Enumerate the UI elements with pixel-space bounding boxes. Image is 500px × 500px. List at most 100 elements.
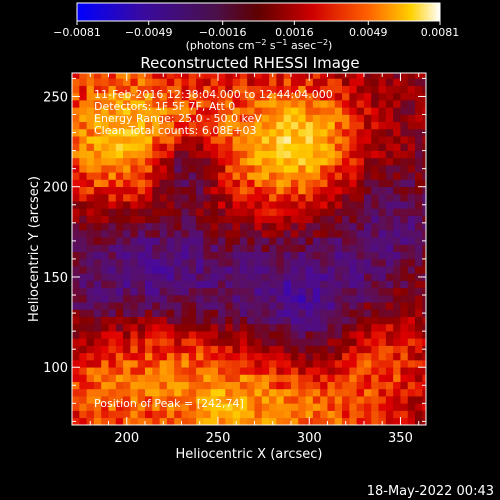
- heatmap-cell: [152, 417, 160, 426]
- heatmap-cell: [196, 338, 204, 346]
- heatmap-cell: [393, 410, 401, 419]
- heatmap-cell: [261, 302, 270, 310]
- heatmap-cell: [130, 186, 138, 195]
- heatmap-cell: [378, 360, 387, 368]
- heatmap-cell: [86, 186, 95, 195]
- heatmap-cell: [298, 396, 306, 404]
- heatmap-cell: [174, 157, 182, 166]
- heatmap-cell: [400, 309, 409, 317]
- heatmap-cell: [378, 410, 387, 419]
- heatmap-cell: [385, 360, 394, 368]
- heatmap-cell: [86, 222, 95, 231]
- heatmap-cell: [298, 381, 306, 390]
- heatmap-cell: [290, 388, 299, 397]
- heatmap-cell: [290, 237, 299, 245]
- heatmap-cell: [385, 251, 394, 260]
- heatmap-cell: [188, 258, 197, 267]
- heatmap-cell: [79, 201, 87, 209]
- heatmap-cell: [196, 367, 204, 375]
- heatmap-cell: [276, 230, 284, 238]
- heatmap-cell: [86, 150, 95, 159]
- heatmap-cell: [363, 201, 372, 209]
- heatmap-cell: [349, 193, 357, 202]
- heatmap-cell: [334, 157, 343, 166]
- heatmap-cell: [152, 258, 160, 267]
- heatmap-cell: [72, 230, 80, 238]
- heatmap-cell: [342, 352, 350, 361]
- heatmap-cell: [422, 316, 427, 325]
- heatmap-cell: [400, 403, 409, 411]
- heatmap-cell: [137, 78, 146, 86]
- heatmap-cell: [181, 323, 190, 332]
- heatmap-cell: [166, 143, 175, 151]
- heatmap-cell: [79, 237, 87, 245]
- heatmap-cell: [144, 323, 153, 332]
- heatmap-cell: [181, 410, 190, 419]
- heatmap-cell: [144, 266, 153, 274]
- heatmap-cell: [232, 302, 241, 310]
- heatmap-cell: [422, 280, 427, 289]
- heatmap-cell: [305, 150, 314, 159]
- heatmap-cell: [342, 410, 350, 419]
- heatmap-cell: [422, 302, 427, 310]
- heatmap-cell: [166, 273, 175, 281]
- axis-ticks: [72, 73, 426, 425]
- heatmap-cell: [188, 92, 197, 101]
- heatmap-cell: [422, 338, 427, 346]
- heatmap-cell: [174, 150, 182, 159]
- heatmap-cell: [79, 280, 87, 289]
- heatmap-cell: [378, 165, 387, 173]
- heatmap-cell: [108, 323, 117, 332]
- heatmap-cell: [407, 417, 416, 426]
- heatmap-cell: [188, 309, 197, 317]
- heatmap-cell: [290, 73, 299, 79]
- heatmap-cell: [385, 295, 394, 303]
- heatmap-cell: [232, 251, 241, 260]
- heatmap-cell: [312, 360, 321, 368]
- heatmap-cell: [422, 157, 427, 166]
- heatmap-cell: [378, 193, 387, 202]
- heatmap-cell: [385, 143, 394, 151]
- heatmap-cell: [371, 230, 379, 238]
- heatmap-cell: [371, 85, 379, 94]
- heatmap-cell: [407, 150, 416, 159]
- heatmap-cell: [174, 73, 182, 79]
- heatmap-cell: [342, 374, 350, 382]
- heatmap-cell: [283, 73, 292, 79]
- heatmap-cell: [254, 374, 263, 382]
- heatmap-cell: [349, 244, 357, 253]
- heatmap-cell: [152, 179, 160, 188]
- heatmap-cell: [166, 331, 175, 339]
- heatmap-cell: [298, 258, 306, 267]
- heatmap-cell: [108, 92, 117, 101]
- heatmap-cell: [261, 78, 270, 86]
- heatmap-cell: [334, 150, 343, 159]
- heatmap-cell: [415, 403, 423, 411]
- heatmap-cell: [123, 222, 131, 231]
- heatmap-cell: [415, 367, 423, 375]
- heatmap-cell: [115, 302, 124, 310]
- heatmap-cell: [101, 360, 109, 368]
- heatmap-cell: [342, 360, 350, 368]
- heatmap-cell: [232, 331, 241, 339]
- heatmap-cell: [137, 143, 146, 151]
- heatmap-cell: [371, 338, 379, 346]
- heatmap-cell: [363, 107, 372, 115]
- heatmap-cell: [174, 360, 182, 368]
- heatmap-cell: [342, 85, 350, 94]
- heatmap-cell: [400, 237, 409, 245]
- heatmap-cell: [393, 403, 401, 411]
- heatmap-cell: [137, 157, 146, 166]
- heatmap-cell: [152, 230, 160, 238]
- heatmap-cell: [254, 403, 263, 411]
- heatmap-cell: [356, 114, 365, 123]
- heatmap-cell: [152, 85, 160, 94]
- heatmap-cell: [342, 295, 350, 303]
- heatmap-cell: [415, 302, 423, 310]
- heatmap-cell: [393, 143, 401, 151]
- heatmap-cell: [400, 128, 409, 137]
- heatmap-cell: [108, 396, 117, 404]
- heatmap-cell: [327, 273, 336, 281]
- heatmap-cell: [101, 258, 109, 267]
- heatmap-cell: [101, 367, 109, 375]
